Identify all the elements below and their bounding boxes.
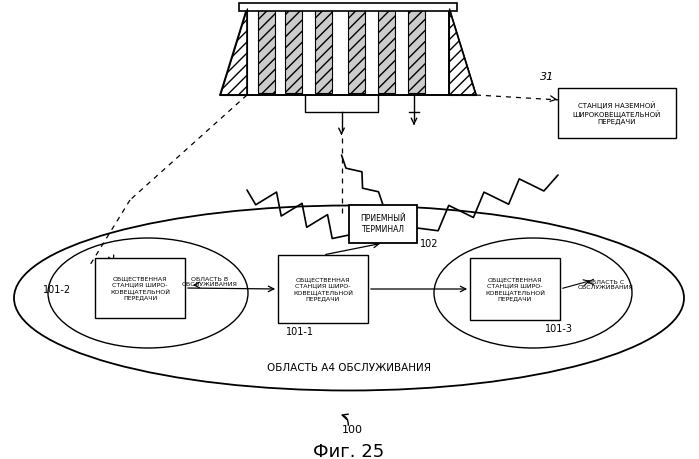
Bar [278,255,368,323]
Text: ОБЩЕСТВЕННАЯ
СТАНЦИЯ ШИРО-
КОВЕЩАТЕЛЬНОЙ
ПЕРЕДАЧИ: ОБЩЕСТВЕННАЯ СТАНЦИЯ ШИРО- КОВЕЩАТЕЛЬНОЙ… [110,276,170,300]
Text: Фиг. 25: Фиг. 25 [313,443,384,459]
Bar [285,10,302,93]
Bar [378,10,395,93]
Text: 100: 100 [342,425,363,435]
Bar [349,205,417,243]
Bar [258,10,275,93]
Text: ОБЩЕСТВЕННАЯ
СТАНЦИЯ ШИРО-
КОВЕЩАТЕЛЬНОЙ
ПЕРЕДАЧИ: ОБЩЕСТВЕННАЯ СТАНЦИЯ ШИРО- КОВЕЩАТЕЛЬНОЙ… [293,277,353,301]
Text: ОБЛАСТЬ С
ОБСЛУЖИВАНИЯ: ОБЛАСТЬ С ОБСЛУЖИВАНИЯ [578,280,634,291]
Bar [247,8,449,95]
Text: ОБЛАСТЬ А4 ОБСЛУЖИВАНИЯ: ОБЛАСТЬ А4 ОБСЛУЖИВАНИЯ [267,363,431,373]
Bar [315,10,332,93]
Text: ОБЛАСТЬ В
ОБСЛУЖИВАНИЯ: ОБЛАСТЬ В ОБСЛУЖИВАНИЯ [182,277,238,287]
Polygon shape [449,8,476,95]
Text: ОБЩЕСТВЕННАЯ
СТАНЦИЯ ШИРО-
КОВЕЩАТЕЛЬНОЙ
ПЕРЕДАЧИ: ОБЩЕСТВЕННАЯ СТАНЦИЯ ШИРО- КОВЕЩАТЕЛЬНОЙ… [485,277,545,301]
Text: 102: 102 [420,239,438,249]
Text: 101-1: 101-1 [286,327,314,337]
Bar [470,258,560,320]
Text: 31: 31 [540,72,554,82]
Text: 101-2: 101-2 [43,285,71,295]
Text: ПРИЕМНЫЙ
ТЕРМИНАЛ: ПРИЕМНЫЙ ТЕРМИНАЛ [360,214,406,234]
Bar [239,3,457,11]
Text: 101-3: 101-3 [545,324,573,334]
Polygon shape [220,8,247,95]
Text: СТАНЦИЯ НАЗЕМНОЙ
ШИРОКОВЕЩАТЕЛЬНОЙ
ПЕРЕДАЧИ: СТАНЦИЯ НАЗЕМНОЙ ШИРОКОВЕЩАТЕЛЬНОЙ ПЕРЕД… [572,101,661,125]
Bar [95,258,185,318]
Bar [558,88,676,138]
Bar [348,10,365,93]
Bar [408,10,425,93]
